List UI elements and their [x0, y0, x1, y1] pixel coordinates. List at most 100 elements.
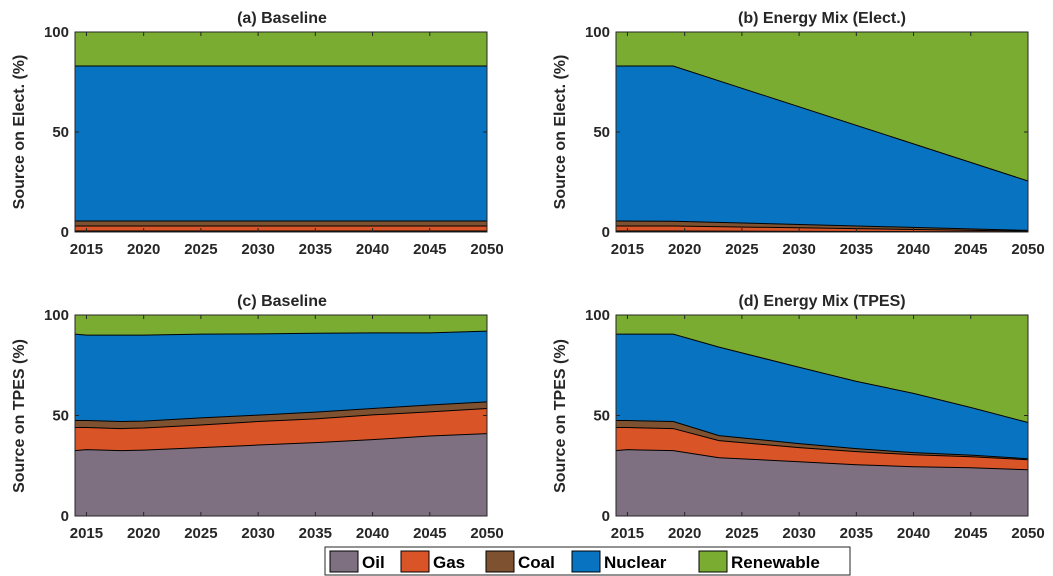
panel-a: (a) Baseline Source on Elect. (%) 2015 20…: [11, 10, 504, 258]
x-tick-label: 2030: [241, 241, 274, 258]
area-nuclear: [616, 66, 1028, 231]
x-tick-label: 2015: [70, 525, 103, 542]
y-axis-label: Source on TPES (%): [552, 339, 569, 493]
panel-c: (c) Baseline Source on TPES (%) 2015 2020…: [11, 293, 504, 542]
x-tick-label: 2035: [840, 241, 873, 258]
x-tick-label: 2040: [897, 525, 930, 542]
legend-swatch-gas: [400, 550, 430, 573]
area-layers: [75, 31, 487, 232]
x-tick-label: 2045: [413, 241, 446, 258]
legend: Oil Gas Coal Nuclear Renewable: [324, 546, 851, 576]
area-renewable: [616, 315, 1028, 423]
x-tick-label: 2035: [299, 525, 332, 542]
y-axis-label: Source on TPES (%): [11, 339, 28, 493]
y-tick-label: 50: [593, 124, 610, 141]
boundary-gas: [616, 225, 1029, 232]
y-tick-label: 100: [44, 24, 69, 41]
y-axis-label: Source on Elect. (%): [552, 55, 569, 210]
area-layers: [74, 314, 488, 516]
area-oil: [75, 433, 487, 516]
legend-label-nuclear: Nuclear: [604, 553, 667, 572]
legend-label-coal: Coal: [518, 553, 555, 572]
x-tick-label: 2040: [356, 241, 389, 258]
x-tick-label: 2045: [954, 525, 987, 542]
area-renewable: [616, 32, 1028, 181]
y-tick-label: 100: [585, 24, 610, 41]
y-tick-label: 100: [585, 307, 610, 324]
x-tick-label: 2020: [668, 525, 701, 542]
x-tick-label: 2025: [184, 241, 217, 258]
legend-swatch-oil: [329, 550, 359, 573]
legend-swatch-nuclear: [571, 550, 601, 573]
x-tick-label: 2045: [413, 525, 446, 542]
boundary-coal: [75, 401, 488, 423]
y-tick-label: 50: [52, 124, 69, 141]
area-gas: [75, 226, 487, 231]
legend-label-renewable: Renewable: [731, 553, 820, 572]
legend-label-oil: Oil: [362, 553, 385, 572]
boundary-oil: [74, 433, 488, 452]
x-tick-label: 2035: [840, 525, 873, 542]
x-tick-label: 2025: [725, 525, 758, 542]
boundary-nuclear: [74, 330, 488, 336]
boundary-oil: [615, 449, 1029, 471]
x-tick-label: 2015: [611, 241, 644, 258]
panel-title: (c) Baseline: [237, 293, 327, 310]
y-tick-label: 0: [61, 224, 69, 241]
x-tick-label: 2015: [611, 525, 644, 542]
y-tick-label: 100: [44, 307, 69, 324]
x-tick-label: 2025: [725, 241, 758, 258]
y-tick-label: 50: [52, 408, 69, 425]
legend-swatch-renewable: [698, 550, 728, 573]
panel-title: (a) Baseline: [237, 10, 327, 27]
x-tick-label: 2030: [782, 241, 815, 258]
area-gas: [616, 226, 1028, 232]
area-coal: [616, 221, 1028, 232]
area-oil: [616, 449, 1028, 516]
panel-b: (b) Energy Mix (Elect.) Source on Elect.…: [552, 10, 1045, 258]
y-tick-label: 0: [61, 508, 69, 525]
y-tick-label: 50: [593, 408, 610, 425]
area-gas: [616, 427, 1028, 470]
x-tick-label: 2040: [356, 525, 389, 542]
area-gas: [75, 408, 487, 451]
x-tick-label: 2020: [127, 241, 160, 258]
area-nuclear: [616, 334, 1028, 459]
y-tick-label: 0: [602, 224, 610, 241]
boundary-nuclear: [616, 333, 1029, 424]
boundary-gas: [75, 407, 488, 430]
y-axis-label: Source on Elect. (%): [11, 55, 28, 210]
area-layers: [615, 314, 1029, 516]
area-layers: [615, 31, 1029, 233]
panel-title: (d) Energy Mix (TPES): [738, 293, 905, 310]
x-tick-label: 2050: [470, 241, 503, 258]
area-nuclear: [75, 331, 487, 422]
area-coal: [75, 221, 487, 226]
boundary-coal: [616, 420, 1029, 460]
x-tick-label: 2030: [782, 525, 815, 542]
x-tick-label: 2040: [897, 241, 930, 258]
x-tick-label: 2025: [184, 525, 217, 542]
panel-title: (b) Energy Mix (Elect.): [738, 10, 906, 27]
x-tick-label: 2050: [1011, 241, 1044, 258]
area-renewable: [75, 32, 487, 66]
boundary-gas: [616, 427, 1029, 461]
panel-d: (d) Energy Mix (TPES) Source on TPES (%)…: [552, 293, 1045, 542]
x-tick-label: 2050: [1011, 525, 1044, 542]
x-tick-label: 2030: [241, 525, 274, 542]
area-nuclear: [75, 66, 487, 221]
x-tick-label: 2015: [70, 241, 103, 258]
x-tick-label: 2045: [954, 241, 987, 258]
x-tick-label: 2020: [127, 525, 160, 542]
x-tick-label: 2035: [299, 241, 332, 258]
area-coal: [75, 401, 487, 429]
area-renewable: [75, 315, 487, 336]
area-coal: [616, 420, 1028, 460]
legend-label-gas: Gas: [433, 553, 465, 572]
boundary-coal: [615, 220, 1029, 231]
y-tick-label: 0: [602, 508, 610, 525]
legend-swatch-coal: [485, 550, 515, 573]
x-tick-label: 2020: [668, 241, 701, 258]
boundary-nuclear: [616, 65, 1029, 182]
